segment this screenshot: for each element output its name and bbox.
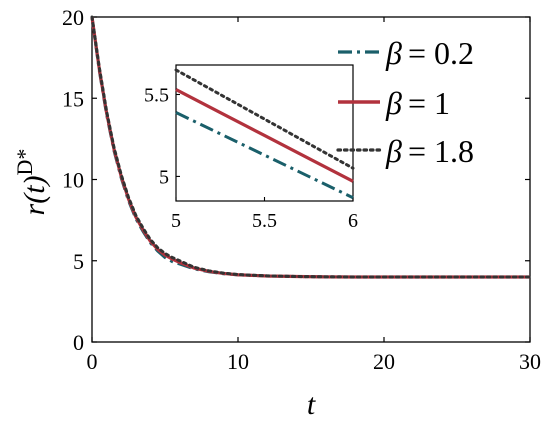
inset-y-tick-label: 5.5 [144, 84, 169, 106]
main-ticks: 0 10 20 30 0 5 10 15 20 [62, 5, 541, 374]
x-tick-label: 10 [227, 349, 249, 374]
legend-item-2: β = 1 [338, 85, 450, 121]
inset-frame [175, 64, 354, 202]
inset-series-line-1 [175, 111, 354, 200]
inset-series-line-2 [175, 88, 354, 183]
y-tick-label: 10 [62, 168, 84, 193]
inset-y-tick-label: 5 [159, 166, 169, 188]
inset-x-tick-label: 5 [171, 210, 181, 232]
y-axis-label-main: r(t) [18, 175, 51, 215]
main-series-group [90, 15, 532, 279]
x-tick-label: 30 [519, 349, 541, 374]
inset-x-tick-label: 6 [348, 210, 358, 232]
legend-item-3: β = 1.8 [336, 133, 474, 169]
y-tick-label: 15 [62, 86, 84, 111]
x-tick-label: 0 [87, 349, 98, 374]
legend-label: β = 0.2 [385, 35, 474, 71]
y-tick-label: 0 [73, 330, 84, 355]
inset-series-line-3 [174, 68, 355, 170]
y-axis-label-sup: D* [12, 149, 37, 176]
legend-item-1: β = 0.2 [338, 35, 474, 71]
inset-x-tick-label: 5.5 [252, 210, 277, 232]
svg-text:r(t)D*: r(t)D* [12, 149, 51, 216]
legend: β = 0.2 β = 1 β = 1.8 [336, 35, 474, 169]
x-tick-label: 20 [373, 349, 395, 374]
inset-series-group [174, 68, 355, 200]
x-axis-label: t [307, 388, 316, 421]
y-tick-label: 5 [73, 249, 84, 274]
y-tick-label: 20 [62, 5, 84, 30]
legend-label: β = 1.8 [385, 133, 474, 169]
y-axis-label: r(t)D* [12, 149, 51, 216]
series-line-3 [90, 15, 532, 279]
inset-ticks: 5 5.5 6 5 5.5 [144, 84, 358, 232]
legend-label: β = 1 [385, 85, 450, 121]
